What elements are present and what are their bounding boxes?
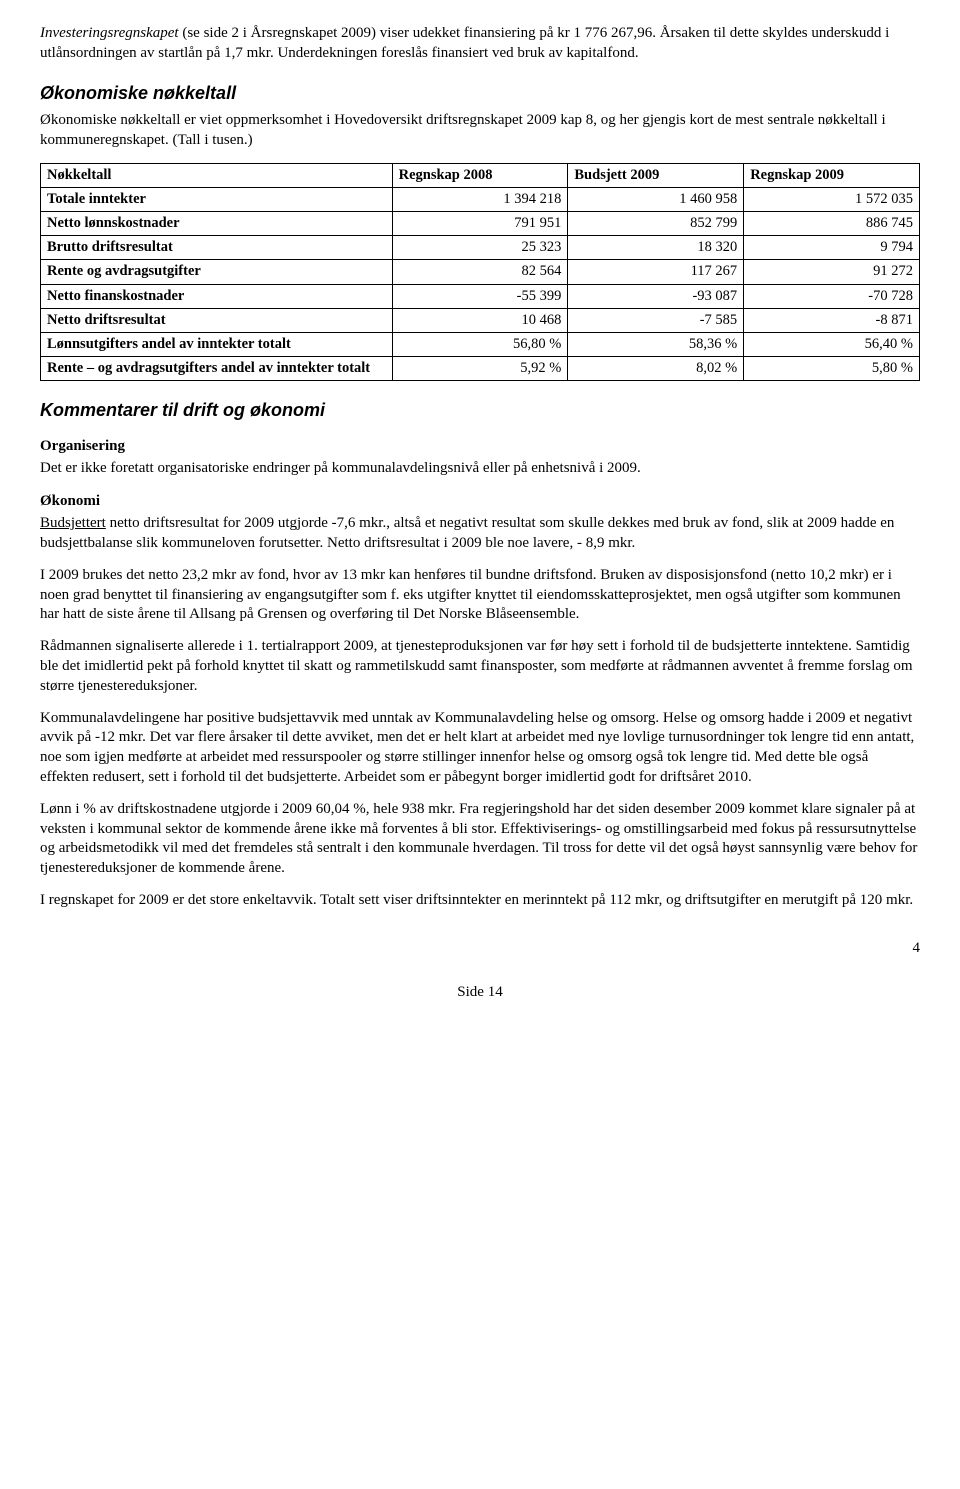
row-value: 25 323 [392,236,568,260]
th-0: Nøkkeltall [41,163,393,187]
okonomi-p1-rest: netto driftsresultat for 2009 utgjorde -… [40,515,894,551]
row-value: 58,36 % [568,332,744,356]
row-value: 8,02 % [568,356,744,380]
table-header-row: Nøkkeltall Regnskap 2008 Budsjett 2009 R… [41,163,920,187]
row-value: 18 320 [568,236,744,260]
row-label: Netto finanskostnader [41,284,393,308]
th-3: Regnskap 2009 [744,163,920,187]
organisering-label: Organisering [40,437,920,457]
row-value: -93 087 [568,284,744,308]
okonomi-p6: I regnskapet for 2009 er det store enkel… [40,891,920,911]
row-value: 10 468 [392,308,568,332]
row-value: 91 272 [744,260,920,284]
row-label: Netto driftsresultat [41,308,393,332]
row-label: Totale inntekter [41,188,393,212]
okonomi-label: Økonomi [40,492,920,512]
okonomi-p3: Rådmannen signaliserte allerede i 1. ter… [40,637,920,696]
row-label: Netto lønnskostnader [41,212,393,236]
row-value: 56,40 % [744,332,920,356]
row-value: 1 394 218 [392,188,568,212]
row-value: 5,80 % [744,356,920,380]
organisering-text: Det er ikke foretatt organisatoriske end… [40,459,920,479]
page-number-right: 4 [40,939,920,959]
intro-paragraph: Investeringsregnskapet (se side 2 i Årsr… [40,24,920,64]
okonomi-p2: I 2009 brukes det netto 23,2 mkr av fond… [40,566,920,625]
row-value: 791 951 [392,212,568,236]
nokkeltall-heading: Økonomiske nøkkeltall [40,82,920,106]
row-value: 5,92 % [392,356,568,380]
row-value: -8 871 [744,308,920,332]
row-value: 852 799 [568,212,744,236]
table-row: Rente – og avdragsutgifters andel av inn… [41,356,920,380]
okonomi-p1: Budsjettert netto driftsresultat for 200… [40,514,920,554]
table-row: Rente og avdragsutgifter82 564117 26791 … [41,260,920,284]
row-value: -70 728 [744,284,920,308]
row-value: 56,80 % [392,332,568,356]
row-value: -55 399 [392,284,568,308]
row-value: 1 572 035 [744,188,920,212]
page-number-center: Side 14 [40,983,920,1003]
row-label: Brutto driftsresultat [41,236,393,260]
row-value: 9 794 [744,236,920,260]
table-row: Netto lønnskostnader791 951852 799886 74… [41,212,920,236]
row-value: 886 745 [744,212,920,236]
row-value: -7 585 [568,308,744,332]
th-1: Regnskap 2008 [392,163,568,187]
row-label: Rente – og avdragsutgifters andel av inn… [41,356,393,380]
table-row: Brutto driftsresultat25 32318 3209 794 [41,236,920,260]
kommentarer-heading: Kommentarer til drift og økonomi [40,399,920,423]
nokkeltall-lead: Økonomiske nøkkeltall er viet oppmerksom… [40,111,920,151]
okonomi-p4: Kommunalavdelingene har positive budsjet… [40,709,920,788]
row-value: 117 267 [568,260,744,284]
th-2: Budsjett 2009 [568,163,744,187]
okonomi-p1-underline: Budsjettert [40,515,106,531]
row-label: Lønnsutgifters andel av inntekter totalt [41,332,393,356]
okonomi-p5: Lønn i % av driftskostnadene utgjorde i … [40,800,920,879]
intro-italic: Investeringsregnskapet [40,25,179,41]
row-value: 82 564 [392,260,568,284]
row-value: 1 460 958 [568,188,744,212]
nokkeltall-table: Nøkkeltall Regnskap 2008 Budsjett 2009 R… [40,163,920,381]
table-row: Totale inntekter1 394 2181 460 9581 572 … [41,188,920,212]
table-row: Netto finanskostnader-55 399-93 087-70 7… [41,284,920,308]
table-row: Netto driftsresultat10 468-7 585-8 871 [41,308,920,332]
table-row: Lønnsutgifters andel av inntekter totalt… [41,332,920,356]
row-label: Rente og avdragsutgifter [41,260,393,284]
